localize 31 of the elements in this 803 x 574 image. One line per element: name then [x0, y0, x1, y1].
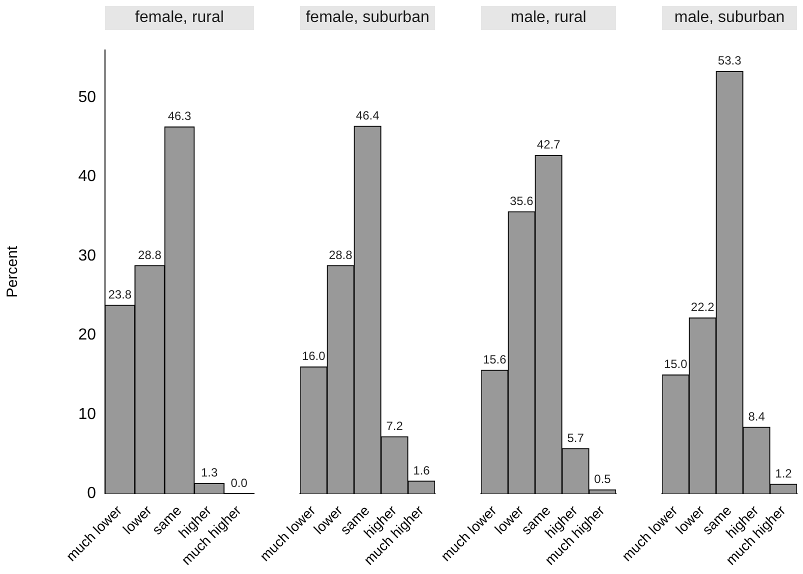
data-label: 0.5 — [594, 472, 612, 486]
data-label: 7.2 — [386, 418, 404, 433]
data-label: 5.7 — [567, 430, 584, 445]
data-label: 0.0 — [230, 476, 248, 490]
data-label: 1.2 — [775, 466, 792, 480]
data-label: 28.8 — [138, 248, 162, 262]
y-tick-label: 0 — [87, 485, 96, 502]
data-label: 46.4 — [356, 108, 380, 122]
y-tick-label: 30 — [78, 247, 96, 264]
data-label: 28.8 — [328, 248, 353, 262]
data-label: 8.4 — [748, 409, 766, 424]
y-tick-label: 20 — [78, 326, 96, 344]
chart-title: female, rural — [105, 6, 254, 30]
data-label: 53.3 — [718, 54, 742, 68]
chart-title: female, suburban — [300, 6, 435, 30]
data-label: 35.6 — [510, 194, 534, 208]
data-label: 15.0 — [664, 357, 688, 372]
data-label: 1.3 — [200, 466, 218, 480]
data-label: 42.7 — [536, 138, 561, 152]
y-axis-title: Percent — [4, 245, 22, 298]
y-tick-label: 10 — [78, 406, 96, 423]
data-label: 23.8 — [108, 287, 132, 302]
chart-title: male, rural — [481, 6, 616, 30]
data-label: 22.2 — [690, 300, 715, 314]
data-label: 1.6 — [413, 463, 430, 478]
data-label: 16.0 — [302, 349, 326, 364]
y-tick-label: 50 — [78, 88, 96, 106]
data-label: 15.6 — [482, 352, 507, 366]
y-tick-label: 40 — [78, 168, 96, 186]
data-label: 46.3 — [168, 109, 192, 124]
chart-title: male, suburban — [662, 6, 797, 30]
